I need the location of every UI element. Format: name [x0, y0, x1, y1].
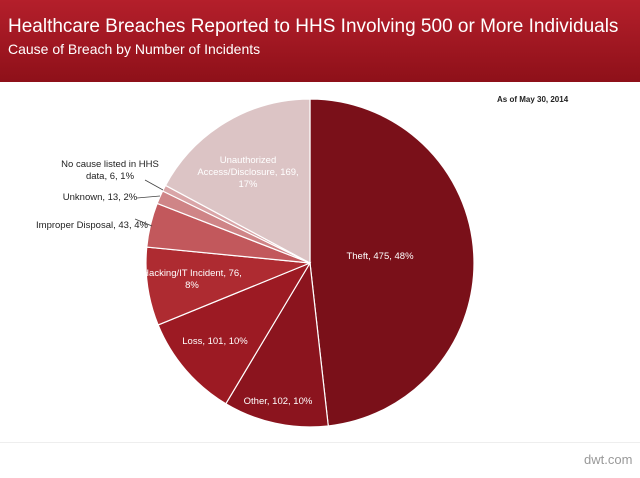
leader-line [134, 218, 153, 227]
pie-slice [224, 261, 329, 428]
chart-title: Healthcare Breaches Reported to HHS Invo… [8, 16, 619, 37]
leader-line [136, 195, 161, 199]
annotation: As of May 30, 2014 [497, 95, 569, 104]
data-label: Theft, 475, 48% [346, 251, 414, 262]
data-label: Unknown, 13, 2% [62, 192, 138, 203]
data-label: Unauthorized Access/Disclosure, 169, 17% [197, 155, 299, 190]
data-label: Hacking/IT Incident, 76, 8% [142, 268, 242, 291]
footer-rule [0, 442, 640, 443]
pie-slice [157, 261, 312, 405]
data-label: Loss, 101, 10% [182, 336, 248, 347]
footer: dwt.com [584, 452, 633, 467]
data-label: Improper Disposal, 43, 4% [36, 220, 148, 231]
chart-subtitle: Cause of Breach by Number of Incidents [8, 41, 261, 57]
pie-slice [309, 98, 475, 427]
data-label: Other, 102, 10% [243, 396, 313, 407]
leader-line [144, 179, 164, 191]
data-label: No cause listed in HHS data, 6, 1% [61, 159, 159, 182]
header-band [0, 0, 640, 82]
pie-slice [164, 98, 311, 265]
